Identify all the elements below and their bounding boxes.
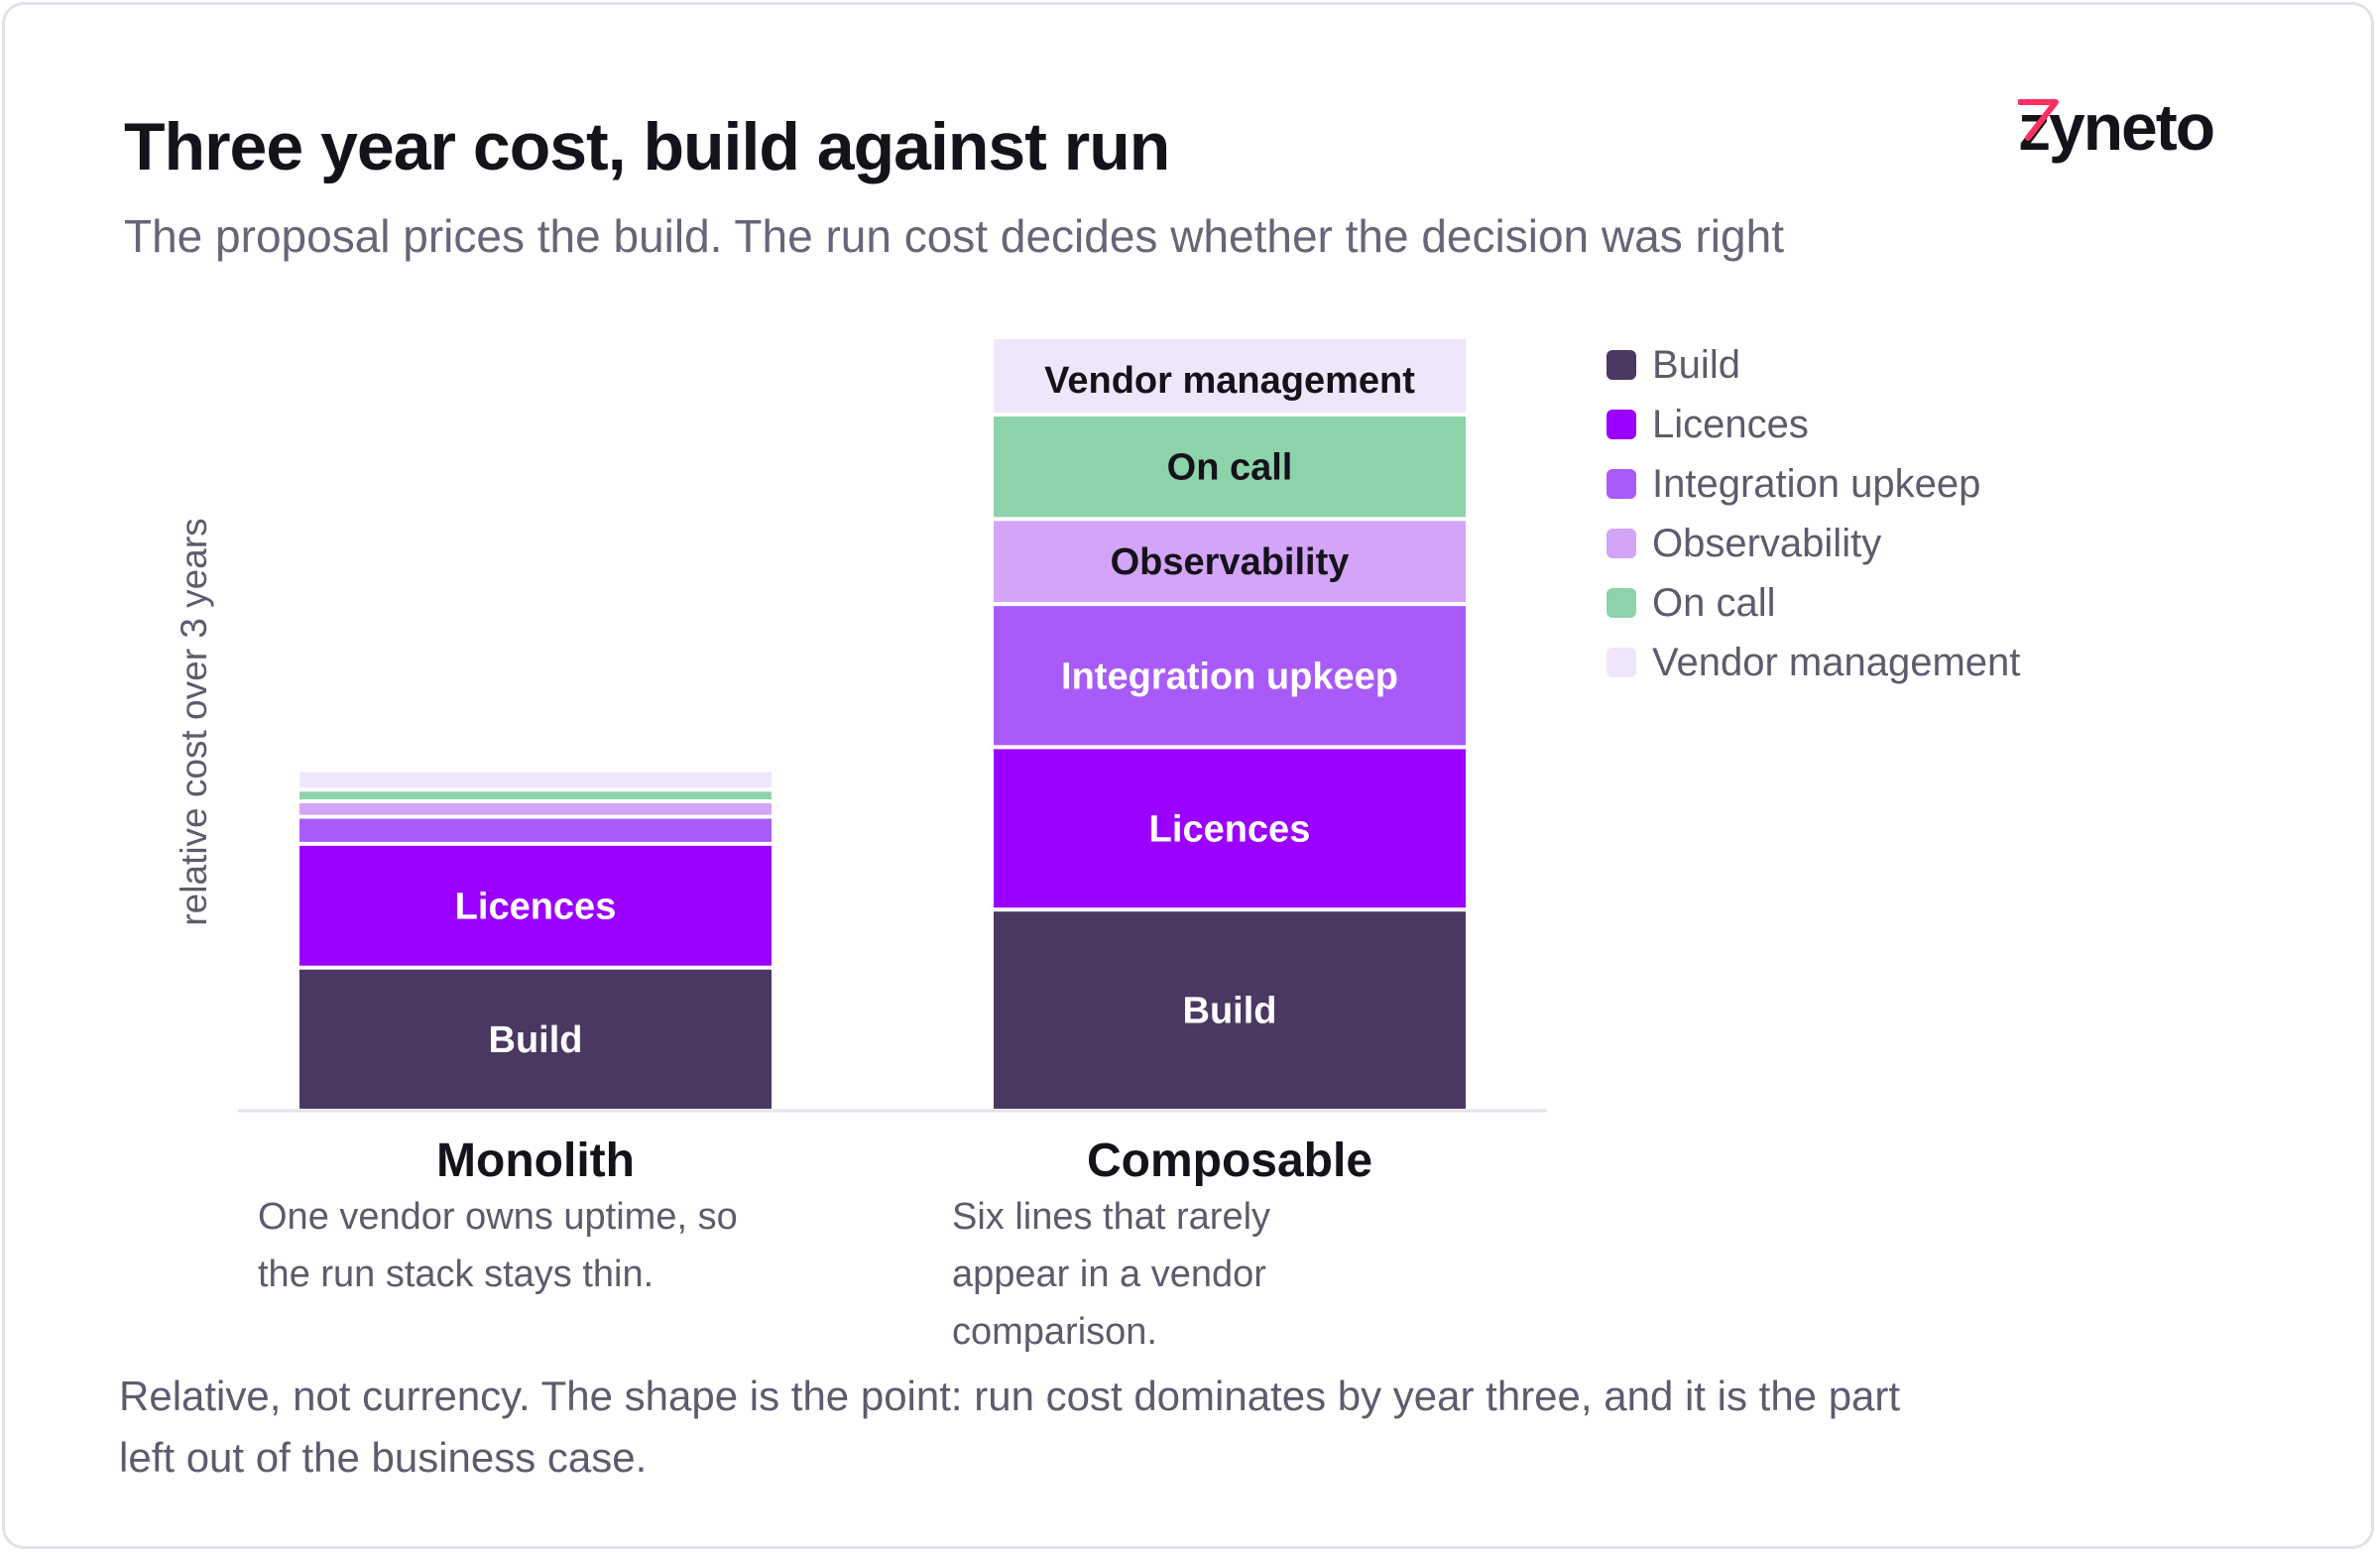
y-axis-label: relative cost over 3 years [174,518,214,925]
segment-label-monolith-build: Build [489,1019,583,1061]
legend-swatch-vendor-management [1606,648,1636,677]
legend-swatch-observability [1606,529,1636,558]
logo-accent-mark [2018,99,2059,141]
segment-label-composable-observability: Observability [1111,541,1350,583]
bar-segment-composable-vendor-management [994,338,1466,413]
legend-item-on-call: On call [1606,573,2020,633]
zyneto-logo: zyneto [2018,90,2215,164]
chart-title: Three year cost, build against run [124,109,1170,184]
legend-swatch-licences [1606,410,1636,439]
chart-subtitle: The proposal prices the build. The run c… [124,210,1784,262]
legend-item-integration-upkeep: Integration upkeep [1606,454,2020,514]
monolith-note: One vendor owns uptime, so the run stack… [258,1196,738,1295]
legend-swatch-build [1606,350,1636,380]
legend-item-build: Build [1606,335,2020,395]
legend-item-observability: Observability [1606,514,2020,573]
bar-segment-composable-observability [994,521,1466,603]
composable-note: Six lines that rarely appear in a vendor… [952,1196,1271,1353]
bar-segment-monolith-vendor-management [299,772,772,788]
bar-segment-monolith-integration-upkeep [299,818,772,842]
legend-item-licences: Licences [1606,395,2020,454]
bar-segment-composable-licences [994,749,1466,908]
chart-legend: Build Licences Integration upkeep Observabi… [1606,335,2020,692]
bar-segment-monolith-observability [299,803,772,815]
bar-segment-composable-build [994,911,1466,1109]
segment-label-composable-licences: Licences [1149,808,1311,850]
bar-segment-composable-integration-upkeep [994,606,1466,746]
bar-segment-monolith-build [299,969,772,1109]
legend-label-licences: Licences [1652,402,1809,446]
bar-segment-monolith-licences [299,845,772,966]
segment-label-composable-integration-upkeep: Integration upkeep [1061,656,1398,697]
legend-item-vendor-management: Vendor management [1606,633,2020,692]
legend-label-integration-upkeep: Integration upkeep [1652,461,1981,506]
category-label-composable: Composable [1087,1135,1372,1187]
category-label-monolith: Monolith [436,1135,635,1187]
bar-segment-monolith-on-call [299,791,772,799]
legend-label-build: Build [1652,342,1740,387]
legend-label-on-call: On call [1652,580,1776,625]
chart-footnote: Relative, not currency. The shape is the… [119,1373,1901,1481]
bar-segment-composable-on-call [994,417,1466,518]
segment-label-composable-on-call: On call [1167,447,1293,489]
segment-label-composable-vendor-management: Vendor management [1044,360,1415,402]
legend-swatch-on-call [1606,588,1636,618]
legend-label-vendor-management: Vendor management [1652,640,2021,684]
segment-label-composable-build: Build [1183,991,1277,1032]
legend-label-observability: Observability [1652,521,1882,565]
legend-swatch-integration-upkeep [1606,469,1636,499]
segment-label-monolith-licences: Licences [455,886,617,927]
